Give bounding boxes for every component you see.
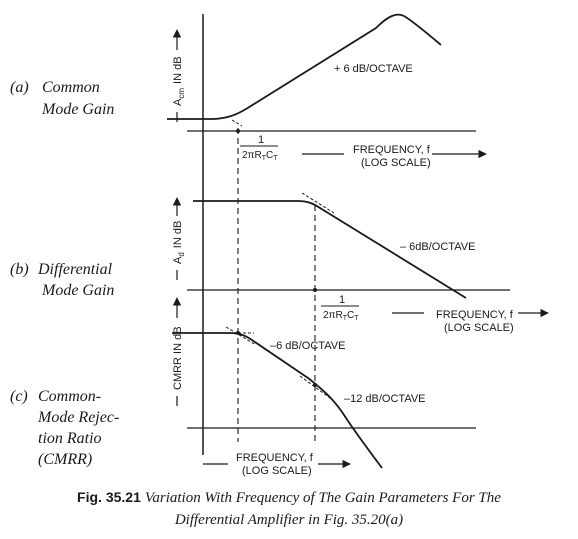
caption-text-2: Differential Amplifier in Fig. 35.20(a) [174,512,404,528]
panel-a-frequency-scale: (LOG SCALE) [361,157,431,169]
panel-c-tag: (c) [10,388,28,405]
caption-line-2: Differential Amplifier in Fig. 35.20(a) [0,509,578,531]
panel-b-gain-curve [193,200,467,299]
panel-c-label-line-2: Mode Rejec- [37,409,119,426]
svg-text:AcmIN dB: AcmIN dB [172,56,186,106]
figure-caption: Fig. 35.21 Variation With Frequency of T… [0,487,578,531]
panel-a-label-line-1: Common [42,79,100,96]
panel-c-slope-1-label: –6 dB/OCTAVE [270,340,345,352]
figure-number: Fig. 35.21 [77,489,141,505]
panel-c-label-line-3: tion Ratio [38,430,102,447]
panel-a-slope-label: + 6 dB/OCTAVE [334,63,413,75]
svg-text:1: 1 [339,294,345,306]
panel-c-breakpoint-2 [313,383,317,387]
panel-b-label-line-1: Differential [37,261,113,278]
svg-text:2πRTCT: 2πRTCT [242,150,278,162]
panel-c-frequency-scale: (LOG SCALE) [242,465,312,477]
panel-a-gain-curve [167,13,442,120]
panel-b: (b) Differential Mode Gain AdIN dB – 6dB… [10,192,549,442]
panel-c-label-line-1: Common- [38,388,101,405]
panel-a-asymptote [231,119,243,127]
svg-text:CMRR IN dB: CMRR IN dB [172,326,184,390]
panel-a-corner-marker [236,129,240,133]
caption-line-1: Fig. 35.21 Variation With Frequency of T… [0,487,578,509]
svg-text:2πRTCT: 2πRTCT [323,310,359,322]
panel-c-asymptote-2 [299,375,331,399]
svg-text:AdIN dB: AdIN dB [172,221,186,264]
panel-c-breakpoint-1 [236,331,240,335]
panel-b-corner-marker [313,288,317,292]
panel-a: (a) Common Mode Gain AcmIN dB + 6 dB/OCT… [10,13,487,455]
panel-b-frequency-scale: (LOG SCALE) [444,322,514,334]
panel-c: (c) Common- Mode Rejec- tion Ratio (CMRR… [10,297,476,477]
panel-b-slope-label: – 6dB/OCTAVE [400,241,475,253]
panel-c-label-line-4: (CMRR) [38,451,92,468]
panel-c-slope-2-label: –12 dB/OCTAVE [344,393,426,405]
panel-a-y-axis-label: AcmIN dB [172,29,186,122]
panel-a-label-line-2: Mode Gain [41,101,114,118]
panel-c-asymptote-1 [225,326,257,346]
panel-a-corner-frequency: 1 2πRTCT [240,134,278,162]
svg-text:1: 1 [258,134,264,146]
panel-b-y-axis-label: AdIN dB [172,197,186,280]
panel-b-asymptote [301,192,335,214]
panel-b-corner-frequency: 1 2πRTCT [321,294,359,322]
panel-b-label-line-2: Mode Gain [41,282,114,299]
panel-b-tag: (b) [10,261,29,278]
panel-c-cmrr-curve [172,332,383,469]
caption-text-1: Variation With Frequency of The Gain Par… [144,490,501,506]
panel-b-frequency-label: FREQUENCY, f [436,309,514,321]
panel-a-tag: (a) [10,79,29,96]
panel-c-frequency-label: FREQUENCY, f [236,452,314,464]
panel-c-y-axis-label: CMRR IN dB [172,297,184,406]
panel-a-frequency-label: FREQUENCY, f [353,144,431,156]
